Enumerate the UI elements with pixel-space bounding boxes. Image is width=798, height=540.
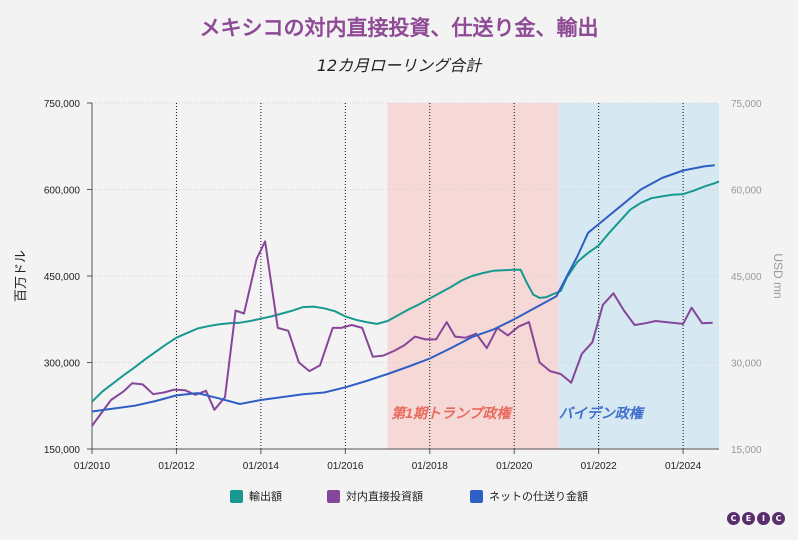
legend-item-remit[interactable]: ネットの仕送り金額	[470, 488, 588, 504]
logo-letter: C	[727, 512, 740, 525]
logo-letter: C	[772, 512, 785, 525]
x-tick-label: 01/2016	[327, 461, 364, 472]
logo-letter: E	[742, 512, 755, 525]
series-line-exports	[91, 180, 720, 403]
y-axis-right-title: USD mn	[771, 253, 785, 298]
y-right-tick-label: 30,000	[731, 359, 762, 370]
x-tick-label: 01/2020	[496, 461, 533, 472]
legend-item-exports[interactable]: 輸出額	[230, 488, 282, 504]
legend-label-fdi: 対内直接投資額	[346, 490, 423, 503]
legend-item-fdi[interactable]: 対内直接投資額	[327, 488, 423, 504]
legend: 輸出額 対内直接投資額 ネットの仕送り金額	[0, 488, 798, 504]
x-tick-label: 01/2014	[243, 461, 280, 472]
x-tick-label: 01/2024	[665, 461, 702, 472]
ceic-logo: C E I C	[727, 512, 785, 525]
series-line-remit	[91, 164, 715, 413]
y-left-tick-label: 600,000	[44, 186, 81, 197]
x-tick-label: 01/2010	[74, 461, 111, 472]
chart-area: 01/2010 01/2012 01/2014 01/2016 01/2018 01/20…	[13, 99, 785, 472]
y-right-tick-label: 45,000	[731, 272, 762, 283]
x-tick-label: 01/2022	[581, 461, 618, 472]
chart-subtitle: 12カ月ローリング合計	[316, 56, 482, 75]
band-label: 第1期トランプ政権	[391, 405, 513, 421]
y-axis-left-title: 百万ドル	[13, 250, 28, 302]
legend-label-remit: ネットの仕送り金額	[489, 490, 588, 503]
series-line-fdi	[91, 240, 713, 427]
y-left-tick-label: 450,000	[44, 272, 81, 283]
legend-swatch-exports	[230, 489, 243, 503]
y-left-tick-label: 300,000	[44, 359, 81, 370]
band-label: バイデン政権	[559, 405, 646, 421]
legend-swatch-remit	[470, 489, 483, 503]
x-tick-label: 01/2018	[412, 461, 449, 472]
y-left-tick-label: 750,000	[44, 99, 81, 110]
y-left-tick-label: 150,000	[44, 445, 81, 456]
legend-label-exports: 輸出額	[249, 490, 282, 503]
y-right-tick-label: 15,000	[731, 445, 762, 456]
y-right-tick-label: 75,000	[731, 99, 762, 110]
logo-letter: I	[757, 512, 770, 525]
y-right-tick-label: 60,000	[731, 186, 762, 197]
x-tick-label: 01/2012	[158, 461, 195, 472]
legend-swatch-fdi	[327, 489, 340, 503]
chart-title: メキシコの対内直接投資、仕送り金、輸出	[199, 16, 599, 40]
